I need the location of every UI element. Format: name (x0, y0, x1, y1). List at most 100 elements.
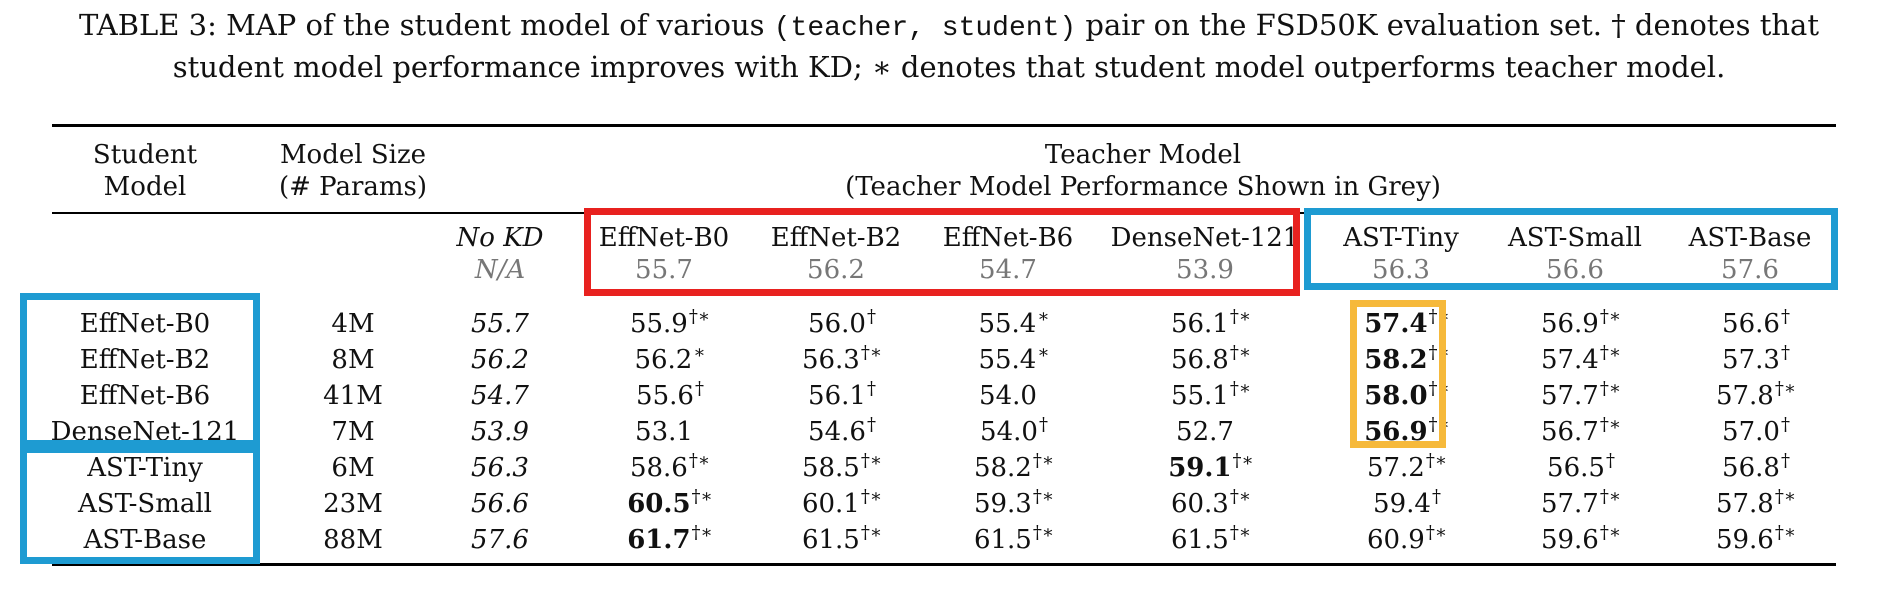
map-score-value: 56.0 (808, 309, 866, 339)
significance-marker: † (866, 414, 876, 435)
map-score-cell: 59.3†∗ (973, 486, 1054, 523)
significance-marker: †∗ (860, 486, 883, 507)
teacher-column-header: EffNet-B0 55.7 (599, 222, 729, 286)
significance-marker: †∗ (1232, 450, 1254, 471)
caption-line-2: student model performance improves with … (172, 50, 1726, 84)
map-score-value: 59.3 (973, 489, 1032, 519)
significance-marker: †∗ (691, 522, 713, 543)
map-score-value: 55.7 (471, 309, 529, 339)
map-score-cell: 56.6† (1722, 306, 1790, 343)
model-size: 6M (331, 453, 375, 483)
map-score-value: 56.5 (1547, 453, 1605, 483)
map-score-value: 56.8 (1170, 345, 1229, 375)
map-score-cell: 55.6† (636, 378, 704, 415)
teacher-column-header: AST-Tiny 56.3 (1343, 222, 1459, 286)
map-score-value: 56.3 (471, 453, 529, 483)
top-rule (52, 124, 1836, 127)
map-score-value: 57.6 (471, 525, 529, 555)
map-score-value: 59.1 (1168, 453, 1232, 483)
map-score-cell: 54.6† (808, 414, 876, 451)
map-score-value: 57.8 (1715, 489, 1774, 519)
map-score-cell: 56.5† (1547, 450, 1615, 487)
map-score-value: 57.7 (1540, 489, 1599, 519)
ast-tiny-teacher-highlight-box (1350, 300, 1446, 448)
significance-marker: † (1431, 486, 1441, 507)
map-score-value: 56.3 (801, 345, 860, 375)
map-score-cell: 56.3†∗ (801, 342, 882, 379)
teacher-name: EffNet-B2 (770, 223, 902, 253)
map-score-value: 54.0 (979, 381, 1037, 411)
map-score-cell: 54.0† (980, 414, 1048, 451)
map-score-cell: 55.7 (471, 308, 529, 340)
map-score-cell: 57.8†∗ (1715, 486, 1797, 523)
map-score-value: 58.0 (1364, 381, 1428, 411)
map-score-cell: 57.3† (1722, 342, 1790, 379)
map-score-cell: 55.9†∗ (630, 306, 711, 343)
map-score-cell: 57.6 (471, 524, 529, 556)
significance-marker: †∗ (1032, 450, 1055, 471)
map-score-value: 61.5 (973, 525, 1032, 555)
significance-marker: †∗ (688, 306, 711, 327)
ast-teachers-highlight-box (1304, 208, 1838, 290)
significance-marker: †∗ (1774, 486, 1797, 507)
model-size: 41M (323, 381, 383, 411)
map-score-value: 57.4 (1364, 309, 1428, 339)
teacher-score: 56.6 (1546, 255, 1604, 285)
student-model-name: EffNet-B6 (79, 381, 211, 411)
map-score-cell: 59.6†∗ (1541, 522, 1621, 559)
model-size: 8M (331, 345, 375, 375)
significance-marker: †∗ (1599, 342, 1622, 363)
map-score-value: 54.0 (980, 417, 1038, 447)
map-score-cell: 57.0† (1722, 414, 1790, 451)
caption-code: (teacher, student) (773, 13, 1077, 44)
header-teacher-model: Teacher Model (Teacher Model Performance… (845, 140, 1441, 202)
model-size: 88M (323, 525, 383, 555)
teacher-column-header: AST-Small 56.6 (1508, 222, 1642, 286)
map-score-cell: 53.9 (471, 416, 529, 448)
map-score-cell: 57.4†∗ (1541, 342, 1622, 379)
teacher-name: No KD (456, 223, 544, 253)
significance-marker: † (1780, 306, 1790, 327)
map-score-cell: 60.3†∗ (1170, 486, 1251, 523)
significance-marker: †∗ (1599, 486, 1622, 507)
teacher-column-header: AST-Base 57.6 (1689, 222, 1812, 286)
map-score-value: 56.1 (808, 381, 866, 411)
significance-marker: † (694, 378, 704, 399)
significance-marker: †∗ (860, 522, 883, 543)
map-score-value: 60.3 (1170, 489, 1229, 519)
map-score-cell: 56.7†∗ (1541, 414, 1621, 451)
map-score-cell: 56.1† (808, 378, 876, 415)
map-score-value: 57.7 (1540, 381, 1599, 411)
significance-marker: ∗ (1037, 342, 1050, 363)
map-score-cell: 56.8†∗ (1170, 342, 1251, 379)
teacher-name: AST-Base (1688, 223, 1812, 253)
map-score-value: 60.9 (1366, 525, 1425, 555)
map-score-value: 56.2 (634, 345, 693, 375)
map-score-cell: 58.0†∗ (1364, 378, 1450, 415)
map-score-cell: 56.2 (471, 344, 529, 376)
significance-marker: †∗ (1599, 306, 1622, 327)
model-size: 7M (331, 417, 375, 447)
teacher-column-header: EffNet-B2 56.2 (771, 222, 901, 286)
map-score-value: 55.6 (636, 381, 694, 411)
map-score-cell: 56.3 (471, 452, 529, 484)
map-score-value: 53.1 (635, 417, 693, 447)
teacher-score: 57.6 (1721, 255, 1779, 285)
map-score-value: 53.9 (471, 417, 529, 447)
teacher-score: 56.2 (807, 255, 865, 285)
teacher-name: DenseNet-121 (1110, 223, 1300, 253)
map-score-cell: 57.8†∗ (1716, 378, 1796, 415)
caption-line-1: TABLE 3: MAP of the student model of var… (0, 6, 1898, 48)
cnn-teachers-highlight-box (584, 208, 1300, 296)
significance-marker: †∗ (1229, 522, 1252, 543)
map-score-value: 56.2 (471, 345, 529, 375)
map-score-value: 61.5 (1170, 525, 1229, 555)
map-score-cell: 59.6†∗ (1716, 522, 1796, 559)
header-model-size: Model Size (# Params) (278, 140, 428, 202)
map-score-cell: 61.7†∗ (627, 522, 713, 559)
teacher-score: 54.7 (979, 255, 1037, 285)
map-score-cell: 60.5†∗ (627, 486, 713, 523)
significance-marker: † (866, 378, 876, 399)
map-score-cell: 56.9†∗ (1541, 306, 1622, 343)
significance-marker: † (1780, 342, 1790, 363)
